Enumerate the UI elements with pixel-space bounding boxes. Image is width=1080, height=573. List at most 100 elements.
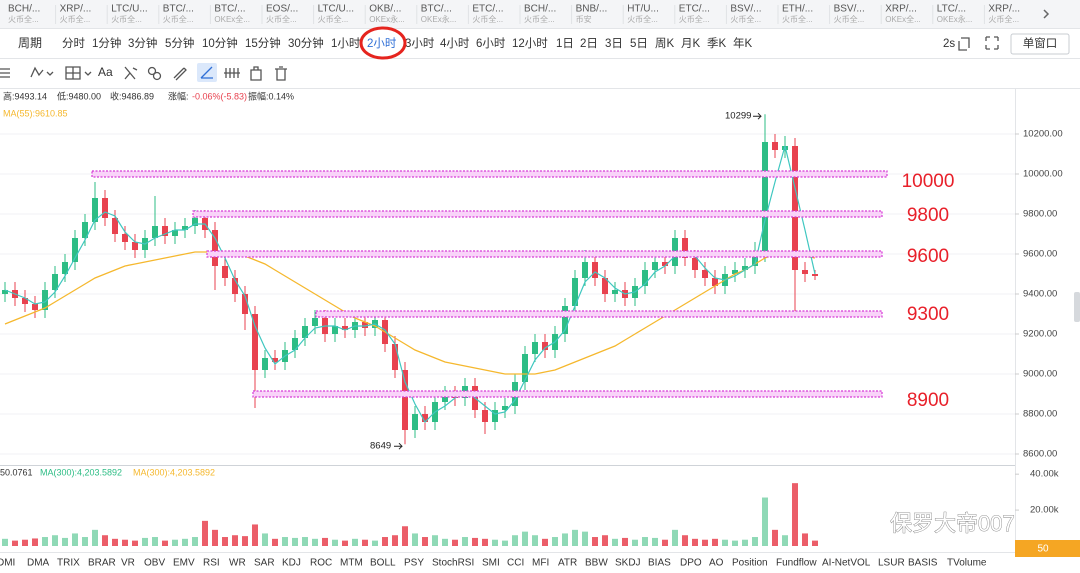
timeframe[interactable]: 3小时 [405,37,435,50]
indicator-tab[interactable]: OBV [144,558,165,569]
tab-symbol[interactable]: HT/U... [627,4,659,15]
timeframe[interactable]: 30分钟 [288,36,324,50]
tab-symbol[interactable]: BNB/... [576,4,608,15]
tab-scroll-arrow[interactable] [1043,9,1050,19]
menu-icon[interactable] [0,68,10,78]
indicator-tab[interactable]: ROC [310,558,332,569]
timeframe[interactable]: 3日 [605,38,623,50]
indicator-tab[interactable]: AO [709,558,724,569]
refresh-rate[interactable]: 2s [943,38,955,50]
indicator-tab[interactable]: RSI [203,558,220,569]
indicator-tab[interactable]: AI-NetVOL [822,558,871,569]
tab-symbol[interactable]: BCH/... [524,4,556,15]
timeframe[interactable]: 周K [655,37,674,50]
draw-icon[interactable] [124,66,138,80]
indicator-tab[interactable]: BBW [585,558,608,569]
timeframe[interactable]: 5分钟 [165,36,194,50]
timeframe[interactable]: 6小时 [476,37,506,50]
tab-symbol[interactable]: LTC/... [937,4,966,15]
window-mode-button[interactable] [1010,33,1070,55]
tab-symbol[interactable]: ETH/... [782,4,813,15]
timeframe[interactable]: 12小时 [512,37,548,50]
indicator-tab[interactable]: ATR [558,558,577,569]
volume-bar [562,533,568,546]
indicator-tab[interactable]: BRAR [88,558,116,569]
copy-icon[interactable] [958,37,970,51]
volume-bar [292,537,298,546]
tab-symbol[interactable]: BTC/... [421,4,452,15]
candle-body [812,274,818,276]
indicator-tab[interactable]: MTM [340,558,363,569]
candle-body [2,290,8,294]
fullscreen-icon[interactable] [985,36,999,50]
window-mode[interactable]: 单窗口 [1023,36,1058,50]
tab-symbol[interactable]: BSV/... [730,4,761,15]
tab-exchange: 火币全... [8,14,39,24]
volume-bar [312,538,318,546]
timeframe[interactable]: 季K [707,37,726,50]
tab-symbol[interactable]: XRP/... [885,4,917,15]
candle-icon[interactable] [224,68,240,78]
indicator-tab[interactable]: Fundflow [776,558,817,569]
tab-symbol[interactable]: BSV/... [834,4,865,15]
indicator-tab[interactable]: SKDJ [615,558,641,569]
timeframe[interactable]: 2日 [580,38,598,50]
indicator-tab[interactable]: PSY [404,558,424,569]
pencil-icon[interactable] [200,66,213,79]
timeframe[interactable]: 10分钟 [202,36,238,50]
indicator-tab[interactable]: DMA [27,558,50,569]
layout-icon[interactable] [65,66,92,80]
trash-icon[interactable] [275,66,287,81]
timeframe[interactable]: 15分钟 [245,36,281,50]
tab-symbol[interactable]: XRP/... [988,4,1020,15]
indicator-tab[interactable]: DPO [680,558,702,569]
timeframe[interactable]: 分时 [62,37,85,50]
tab-symbol[interactable]: EOS/... [266,4,298,15]
indicator-icon[interactable] [30,66,54,78]
candle-body [362,322,368,328]
lock-icon[interactable] [250,66,262,81]
timeframe[interactable]: 2小时 [367,37,397,50]
timeframe[interactable]: 1小时 [331,37,361,50]
tab-symbol[interactable]: XRP/... [60,4,92,15]
volume-pane: 20.00k 40.00k 50.0761 MA(300):4,203.5892 MA(… [0,467,1080,557]
timeframe[interactable]: 月K [681,38,700,50]
tab-symbol[interactable]: LTC/U... [318,4,354,15]
indicator-tab[interactable]: BOLL [370,558,396,569]
indicator-tab[interactable]: Position [732,558,768,569]
indicator-tab[interactable]: CCI [507,558,524,569]
timeframe[interactable]: 1分钟 [92,36,121,50]
timeframe[interactable]: 年K [733,36,752,50]
indicator-tab[interactable]: LSUR [878,558,905,569]
scroll-handle[interactable] [1074,292,1080,322]
tab-symbol[interactable]: BTC/... [214,4,245,15]
indicator-tab[interactable]: KDJ [282,558,301,569]
magnet-icon[interactable] [147,66,157,76]
indicator-tab[interactable]: StochRSI [432,558,474,569]
indicator-tab[interactable]: BIAS [648,558,671,569]
indicator-tab[interactable]: DMI [0,558,15,569]
indicator-tab[interactable]: EMV [173,558,195,569]
indicator-tab[interactable]: SMI [482,558,500,569]
timeframe[interactable]: 1日 [556,38,574,50]
timeframe[interactable]: 5日 [630,38,648,50]
ruler-icon[interactable] [173,67,187,81]
indicator-tab[interactable]: TRIX [57,558,80,569]
tab-symbol[interactable]: BTC/... [163,4,194,15]
support-resistance-band [91,170,888,178]
font-icon[interactable]: Aa [98,65,113,79]
tab-symbol[interactable]: ETC/... [679,4,710,15]
tab-symbol[interactable]: LTC/U... [111,4,147,15]
indicator-tab[interactable]: BASIS [908,558,938,569]
timeframe[interactable]: 4小时 [440,37,470,50]
indicator-tab[interactable]: VR [121,558,135,569]
indicator-tab[interactable]: WR [229,558,246,569]
timeframe[interactable]: 3分钟 [128,36,157,50]
tab-symbol[interactable]: ETC/... [472,4,503,15]
tab-symbol[interactable]: BCH/... [8,4,40,15]
indicator-tab[interactable]: TVolume [947,558,987,569]
volume-bar [552,537,558,546]
indicator-tab[interactable]: SAR [254,558,275,569]
tab-symbol[interactable]: OKB/... [369,4,401,15]
indicator-tab[interactable]: MFI [532,558,549,569]
